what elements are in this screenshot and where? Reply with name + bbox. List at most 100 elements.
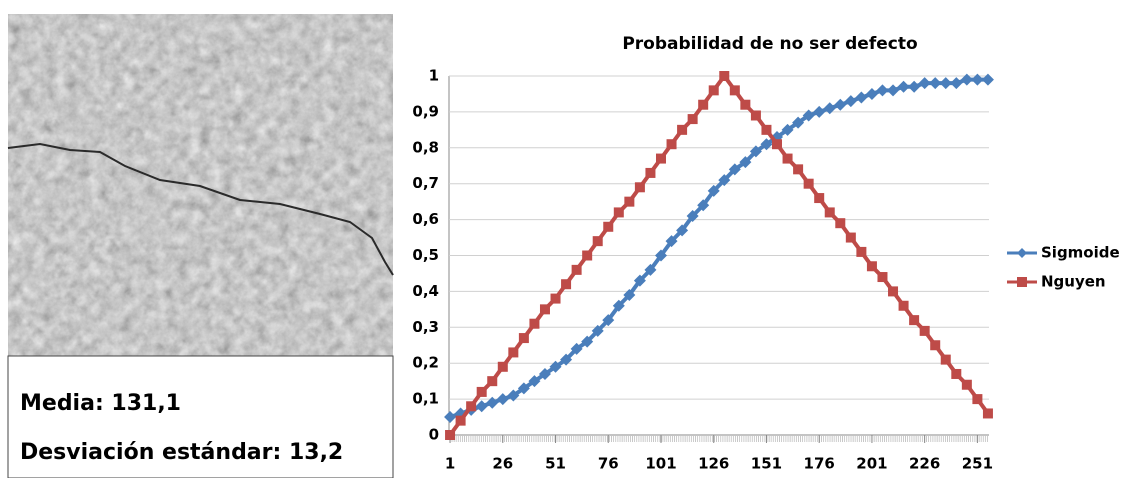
marker xyxy=(855,91,868,104)
x-tick-label: 76 xyxy=(598,455,619,473)
marker xyxy=(476,386,487,397)
marker xyxy=(876,84,889,97)
marker xyxy=(971,73,984,86)
marker xyxy=(823,102,836,115)
marker xyxy=(950,77,963,90)
marker xyxy=(550,293,561,304)
marker xyxy=(466,401,477,412)
y-tick-label: 1 xyxy=(429,67,439,85)
marker xyxy=(951,368,962,379)
marker xyxy=(834,98,847,111)
marker xyxy=(898,300,909,311)
marker xyxy=(802,109,815,122)
marker xyxy=(782,153,793,164)
y-tick-label: 0,4 xyxy=(412,282,439,300)
marker xyxy=(528,375,541,388)
texture-image xyxy=(7,14,394,356)
marker xyxy=(655,153,666,164)
marker xyxy=(856,246,867,257)
marker xyxy=(697,199,710,212)
marker xyxy=(582,250,593,261)
marker xyxy=(455,415,466,426)
marker xyxy=(772,139,783,150)
marker xyxy=(624,196,635,207)
marker xyxy=(824,207,835,218)
stat-text: Media: 131,1 xyxy=(20,391,181,416)
marker xyxy=(539,304,550,315)
series-line xyxy=(448,72,990,437)
marker xyxy=(719,71,730,81)
y-tick-label: 0,2 xyxy=(412,354,439,372)
minor-ticks xyxy=(449,436,989,442)
marker xyxy=(444,411,457,424)
marker xyxy=(749,145,762,158)
marker xyxy=(497,361,508,372)
marker xyxy=(571,264,582,275)
marker xyxy=(728,163,741,176)
marker xyxy=(793,164,804,175)
marker xyxy=(676,224,689,237)
marker xyxy=(803,178,814,189)
series-line xyxy=(449,77,988,419)
marker xyxy=(560,353,573,366)
marker xyxy=(761,124,772,135)
marker xyxy=(781,123,794,136)
y-tick-label: 0,9 xyxy=(412,102,439,120)
marker xyxy=(686,210,699,223)
x-tick-label: 51 xyxy=(545,455,566,473)
marker xyxy=(645,167,656,178)
x-tick-label: 251 xyxy=(962,455,993,473)
marker xyxy=(654,249,667,262)
marker xyxy=(930,340,941,351)
y-tick-label: 0,8 xyxy=(412,138,439,156)
marker xyxy=(813,105,826,118)
marker xyxy=(591,324,604,337)
marker xyxy=(677,124,688,135)
marker xyxy=(929,77,942,90)
x-tick-label: 151 xyxy=(751,455,782,473)
marker xyxy=(633,274,646,287)
marker xyxy=(740,99,751,110)
marker xyxy=(613,207,624,218)
marker xyxy=(866,261,877,272)
marker xyxy=(887,84,900,97)
y-tick-label: 0 xyxy=(429,426,439,444)
marker xyxy=(698,99,709,110)
y-tick-label: 0,1 xyxy=(412,390,439,408)
marker xyxy=(897,80,910,93)
marker xyxy=(644,263,657,276)
marker xyxy=(865,87,878,100)
marker xyxy=(835,218,846,229)
marker xyxy=(518,333,529,344)
marker xyxy=(918,77,931,90)
marker xyxy=(739,156,752,169)
x-tick-label: 201 xyxy=(856,455,887,473)
marker xyxy=(792,116,805,129)
marker xyxy=(939,77,952,90)
marker xyxy=(666,139,677,150)
x-tick-label: 176 xyxy=(804,455,835,473)
stat-text: Desviación estándar: 13,2 xyxy=(20,440,343,465)
marker xyxy=(603,221,614,232)
y-tick-label: 0,5 xyxy=(412,246,439,264)
marker xyxy=(972,394,983,405)
marker xyxy=(708,85,719,96)
y-tick-label: 0,3 xyxy=(412,318,439,336)
marker xyxy=(496,393,509,406)
legend-label: Sigmoide xyxy=(1041,244,1120,262)
marker xyxy=(508,347,519,358)
marker xyxy=(844,95,857,108)
marker xyxy=(687,114,698,125)
x-tick-label: 126 xyxy=(698,455,729,473)
legend-label: Nguyen xyxy=(1041,273,1106,291)
marker xyxy=(549,360,562,373)
marker xyxy=(487,376,498,387)
marker xyxy=(982,408,993,419)
marker xyxy=(517,382,530,395)
marker xyxy=(445,430,456,440)
marker xyxy=(729,85,740,96)
marker xyxy=(909,315,920,326)
marker xyxy=(888,286,899,297)
marker xyxy=(507,389,520,402)
